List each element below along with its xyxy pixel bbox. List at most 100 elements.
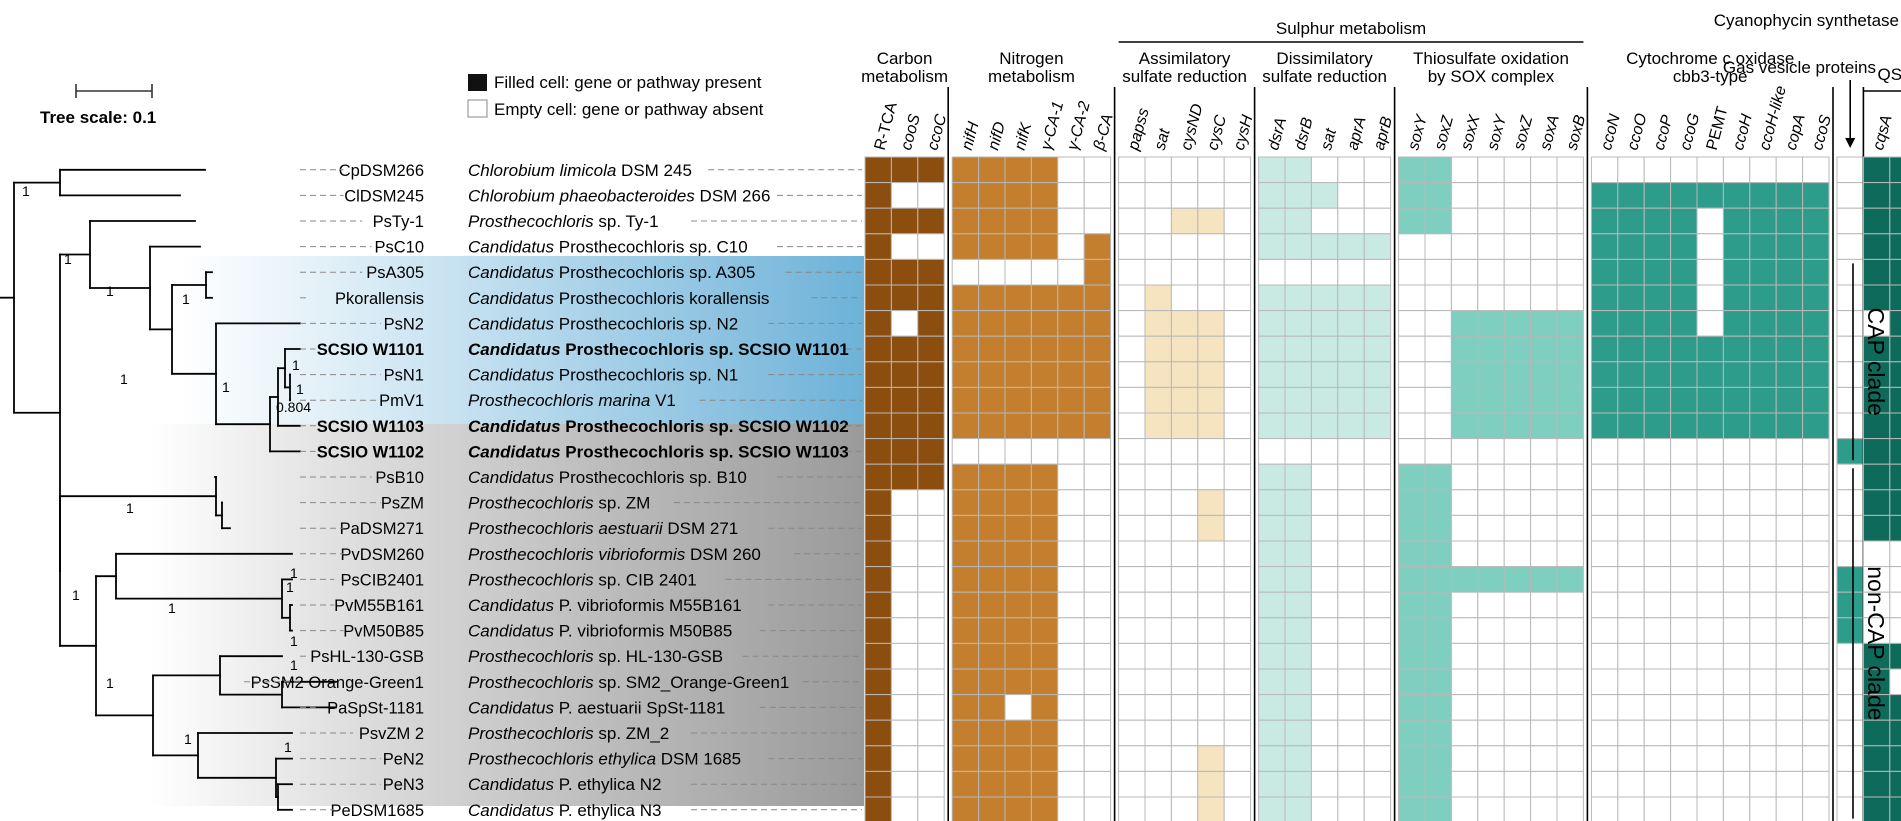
matrix-cell: [1170, 284, 1199, 312]
matrix-cell: [1775, 156, 1804, 184]
matrix-cell: [1617, 745, 1645, 772]
matrix-cell: [1670, 207, 1698, 235]
matrix-cell: [1004, 284, 1032, 312]
taxon-row-label: PmV1 Prosthecochloris marina V1: [300, 391, 862, 410]
taxon-name: Prosthecochloris ethylica DSM 1685: [468, 750, 741, 769]
matrix-cell: [1477, 489, 1505, 516]
matrix-cell: [1118, 207, 1146, 235]
matrix-cell: [1144, 694, 1172, 721]
matrix-cell: [1643, 361, 1672, 388]
matrix-cell: [1424, 386, 1452, 414]
matrix-cell: [1310, 310, 1339, 337]
matrix-cell: [1450, 489, 1479, 516]
matrix-cell: [1337, 668, 1365, 696]
matrix-cell: [1530, 770, 1558, 798]
matrix-cell: [1836, 642, 1864, 670]
matrix-cell: [1802, 489, 1830, 516]
matrix-cell: [1749, 258, 1777, 286]
clade-label: CAP clade: [1863, 308, 1889, 416]
matrix-cell: [1836, 540, 1864, 568]
matrix-cell: [1310, 566, 1339, 593]
matrix-cell: [1004, 617, 1032, 644]
matrix-cell: [1802, 617, 1830, 644]
matrix-cell: [1310, 156, 1339, 184]
matrix-cell: [1398, 438, 1426, 465]
matrix-cell: [1556, 591, 1584, 619]
matrix-cell: [890, 694, 919, 721]
matrix-cell: [890, 745, 919, 772]
matrix-cell: [1503, 489, 1532, 516]
matrix-cell: [1503, 514, 1532, 542]
group-title: Cytochrome c oxidase: [1626, 49, 1794, 68]
matrix-cell: [978, 796, 1006, 821]
matrix-cell: [1503, 770, 1532, 798]
matrix-cell: [1889, 438, 1901, 465]
matrix-cell: [1004, 719, 1032, 747]
matrix-cell: [1749, 694, 1777, 721]
matrix-cell: [1590, 694, 1619, 721]
matrix-cell: [978, 361, 1006, 388]
matrix-cell: [1862, 514, 1891, 542]
matrix-cell: [1398, 361, 1426, 388]
matrix-cell: [1696, 668, 1724, 696]
matrix-cell: [1144, 412, 1172, 440]
matrix-cell: [1083, 591, 1112, 619]
matrix-cell: [864, 361, 892, 388]
matrix-cell: [1696, 207, 1724, 235]
matrix-cell: [1722, 617, 1751, 644]
matrix-cell: [1775, 310, 1804, 337]
matrix-cell: [1363, 335, 1392, 363]
matrix-cell: [890, 335, 919, 363]
matrix-cell: [1477, 258, 1505, 286]
matrix-cell: [1556, 386, 1584, 414]
matrix-cell: [1398, 386, 1426, 414]
matrix-cell: [1670, 335, 1698, 363]
matrix-cell: [1749, 719, 1777, 747]
matrix-cell: [1057, 617, 1085, 644]
taxon-id: SCSIO W1103: [317, 418, 424, 436]
matrix-cell: [1503, 617, 1532, 644]
matrix-cell: [1258, 412, 1286, 440]
matrix-cell: [1643, 233, 1672, 260]
taxon-labels: CpDSM266 Chlorobium limicola DSM 245 ClDSM…: [241, 161, 862, 820]
matrix-cell: [1696, 489, 1724, 516]
matrix-cell: [1398, 591, 1426, 619]
matrix-cell: [1749, 540, 1777, 568]
matrix-cell: [1590, 156, 1619, 184]
matrix-cell: [1363, 463, 1392, 491]
matrix-cell: [1057, 258, 1085, 286]
matrix-cell: [1503, 310, 1532, 337]
matrix-cell: [951, 463, 980, 491]
matrix-cell: [1775, 566, 1804, 593]
matrix-cell: [1223, 514, 1252, 542]
matrix-cell: [1670, 463, 1698, 491]
matrix-cell: [1337, 770, 1365, 798]
matrix-cell: [1749, 642, 1777, 670]
taxon-row-label: SCSIO W1101 Candidatus Prosthecochloris s…: [300, 340, 862, 359]
matrix-cell: [1775, 438, 1804, 465]
matrix-cell: [1590, 540, 1619, 568]
matrix-cell: [951, 284, 980, 312]
matrix-cell: [1670, 514, 1698, 542]
matrix-cell: [1337, 745, 1365, 772]
matrix-cell: [1197, 514, 1225, 542]
matrix-cell: [1170, 207, 1199, 235]
support-value: 1: [290, 633, 298, 649]
matrix-cell: [864, 668, 892, 696]
matrix-cell: [1144, 335, 1172, 363]
matrix-cell: [1643, 617, 1672, 644]
matrix-cell: [1310, 540, 1339, 568]
matrix-cell: [1617, 335, 1645, 363]
matrix-cell: [1337, 182, 1365, 209]
matrix-cell: [1004, 796, 1032, 821]
matrix-cell: [1749, 412, 1777, 440]
matrix-cell: [1337, 156, 1365, 184]
matrix-cell: [1337, 284, 1365, 312]
matrix-cell: [1530, 719, 1558, 747]
taxon-name: Candidatus P. ethylica N2: [468, 775, 661, 794]
matrix-cell: [1749, 335, 1777, 363]
matrix-cell: [978, 156, 1006, 184]
matrix-cell: [1503, 463, 1532, 491]
matrix-cell: [917, 694, 945, 721]
matrix-cell: [1530, 796, 1558, 821]
